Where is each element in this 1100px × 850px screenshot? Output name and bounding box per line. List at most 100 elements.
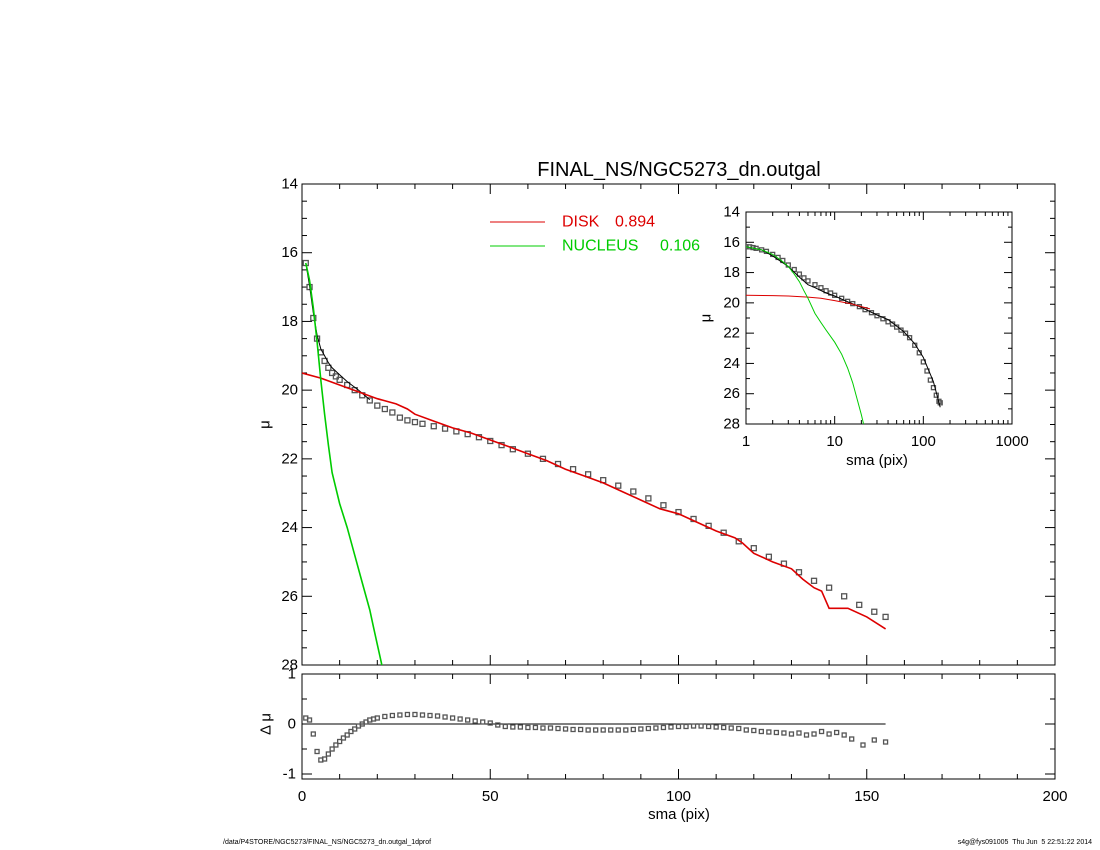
y-tick-label: 20 [281, 382, 298, 399]
footer-file-path: /data/P4STORE/NGC5273/FINAL_NS/NGC5273_d… [223, 839, 432, 846]
data-point [540, 725, 546, 731]
y-tick-label: 24 [281, 519, 298, 536]
data-point [517, 724, 524, 730]
y-axis-label: Δ μ [258, 713, 275, 735]
data-point [898, 327, 904, 333]
y-tick-label: 24 [723, 355, 740, 372]
data-point [332, 373, 340, 380]
y-tick-label: -1 [283, 766, 296, 783]
x-tick-label: 1000 [995, 433, 1028, 450]
x-tick-label: 150 [854, 788, 879, 805]
data-point [683, 723, 689, 730]
y-tick-label: 1 [288, 666, 296, 683]
data-point [487, 720, 493, 726]
data-point [750, 545, 757, 552]
data-point [577, 726, 584, 733]
data-point [306, 717, 313, 723]
y-tick-label: 22 [723, 325, 740, 342]
y-tick-label: 14 [723, 204, 740, 221]
data-point [906, 335, 913, 341]
data-point [419, 420, 426, 427]
data-point [736, 725, 742, 732]
data-point [728, 725, 734, 731]
data-point [841, 732, 847, 738]
data-point [937, 400, 943, 406]
data-point [841, 593, 848, 600]
y-tick-label: 22 [281, 450, 298, 467]
data-point [675, 723, 682, 730]
disk-line [302, 372, 887, 630]
data-point [645, 495, 652, 502]
data-point [796, 730, 802, 736]
y-tick-label: 16 [723, 234, 740, 251]
inset-log-plot-panel: 1 10 100 1000 14 16 18 20 22 24 26 28 μ sma (pix) [698, 204, 1029, 470]
nucleus-line [746, 246, 865, 424]
data-point [396, 414, 404, 421]
data-point [389, 712, 396, 719]
nucleus-line [305, 262, 383, 665]
data-point [325, 364, 332, 371]
data-point [555, 725, 561, 732]
legend: DISK 0.894 NUCLEUS 0.106 [490, 214, 700, 255]
data-point [336, 738, 343, 745]
data-point [856, 601, 863, 609]
disk-line [746, 294, 871, 310]
data-point [825, 584, 833, 591]
data-point [660, 502, 667, 509]
data-point [502, 723, 508, 730]
data-point [615, 482, 622, 489]
data-point [818, 285, 824, 291]
x-tick-label: 200 [1042, 788, 1067, 805]
residual-plot-frame [301, 673, 1056, 780]
data-point [882, 613, 889, 621]
data-point [805, 278, 811, 284]
data-point [585, 727, 591, 733]
y-tick-label: 26 [723, 385, 740, 402]
x-tick-label: 1 [742, 433, 750, 450]
data-point [472, 718, 478, 724]
data-point [411, 418, 419, 426]
data-point [427, 712, 433, 719]
x-tick-label: 50 [482, 788, 499, 805]
data-point [645, 725, 652, 732]
data-point [690, 723, 697, 729]
data-point [705, 723, 712, 730]
data-point [329, 746, 335, 752]
data-point [344, 732, 350, 738]
data-point [812, 282, 818, 288]
y-axis-label: μ [257, 420, 274, 429]
data-point [638, 726, 644, 732]
legend-label-nucleus: NUCLEUS [562, 238, 638, 255]
data-point [547, 725, 554, 731]
data-point [525, 724, 531, 731]
main-plot-panel: 14 16 18 20 22 24 26 28 μ [257, 176, 1056, 674]
data-point [434, 713, 441, 719]
data-point [788, 731, 795, 737]
data-point [721, 724, 727, 731]
data-point [404, 711, 411, 718]
data-point [352, 726, 358, 732]
data-point [630, 726, 636, 733]
data-point [882, 739, 889, 745]
data-point [325, 751, 332, 757]
y-tick-label: 20 [723, 294, 740, 311]
data-point [801, 275, 807, 281]
data-point [833, 729, 840, 736]
data-point [698, 723, 704, 729]
data-point [623, 727, 629, 733]
data-points-group [303, 711, 889, 763]
data-point [766, 729, 772, 735]
x-tick-label: 0 [298, 788, 306, 805]
legend-value-nucleus: 0.106 [660, 238, 700, 255]
data-point [465, 717, 471, 723]
y-tick-label: 18 [281, 313, 298, 330]
data-point [758, 728, 764, 735]
data-point [532, 724, 539, 731]
data-point [340, 735, 347, 741]
data-point [818, 728, 825, 735]
data-point [608, 727, 614, 733]
data-point [630, 488, 637, 495]
data-point [600, 727, 606, 733]
chart-title: FINAL_NS/NGC5273_dn.outgal [537, 159, 821, 181]
